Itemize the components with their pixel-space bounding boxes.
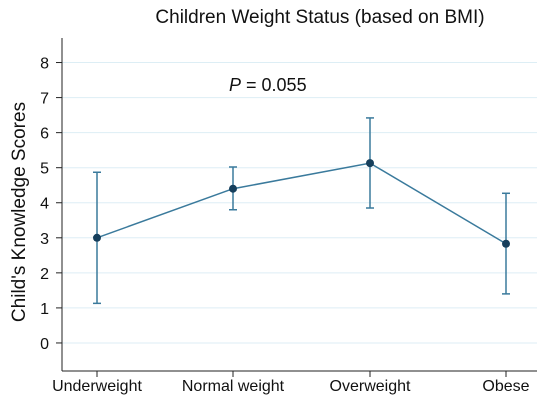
p-value-text: = 0.055 — [241, 75, 307, 95]
chart-title: Children Weight Status (based on BMI) — [155, 7, 484, 28]
x-tick-label-obese: Obese — [482, 378, 529, 395]
y-tick-label-7: 7 — [40, 91, 49, 108]
p-value-symbol: P — [229, 75, 241, 95]
y-tick-label-1: 1 — [40, 301, 49, 318]
x-tick-label-overweight: Overweight — [330, 378, 411, 395]
y-tick-label-5: 5 — [40, 161, 49, 178]
data-point-0 — [93, 233, 101, 242]
x-tick-label-normal-weight: Normal weight — [182, 378, 285, 395]
data-point-1 — [229, 184, 237, 193]
axes — [56, 38, 537, 377]
y-tick-label-8: 8 — [40, 56, 49, 73]
data-point-3 — [502, 239, 510, 248]
y-tick-label-4: 4 — [40, 196, 49, 213]
data-point-2 — [366, 159, 374, 168]
series-line — [96, 162, 507, 245]
gridlines — [62, 62, 537, 344]
y-tick-label-0: 0 — [40, 336, 49, 353]
y-tick-label-2: 2 — [40, 266, 49, 283]
x-tick-label-underweight: Underweight — [52, 378, 142, 395]
y-axis-label: Child's Knowledge Scores — [9, 102, 30, 322]
p-value-annotation: P = 0.055 — [229, 75, 307, 95]
tick-labels: 0 1 2 3 4 5 6 7 8 Underweight Normal weight Overwei… — [40, 56, 530, 395]
series — [93, 117, 510, 305]
y-tick-label-3: 3 — [40, 231, 49, 248]
y-tick-label-6: 6 — [40, 126, 49, 143]
